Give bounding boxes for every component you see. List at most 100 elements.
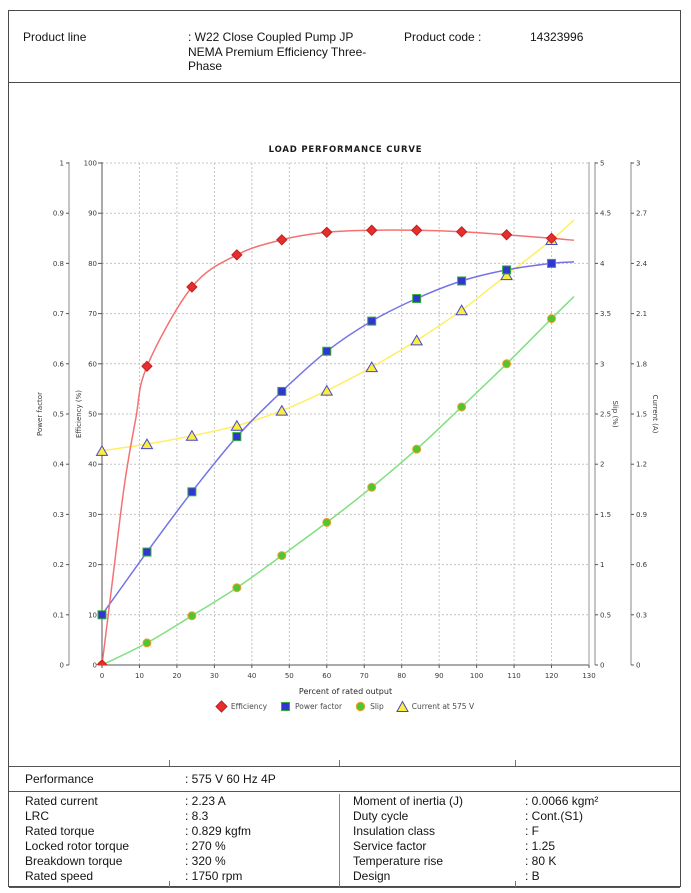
product-line-value: : W22 Close Coupled Pump JP NEMA Premium… — [188, 30, 367, 73]
chart-legend: Efficiency Power factor Slip Current at … — [9, 700, 680, 713]
svg-text:0.9: 0.9 — [53, 210, 64, 218]
svg-text:1: 1 — [60, 160, 64, 168]
svg-text:Slip (%): Slip (%) — [611, 400, 619, 427]
spec-row-locked-rotor-torque: Locked rotor torque: 270 % — [25, 839, 226, 853]
svg-text:0: 0 — [636, 662, 640, 670]
svg-text:0.3: 0.3 — [636, 611, 647, 619]
slip-circle-icon — [355, 701, 366, 712]
spec-row-moment-of-inertia: Moment of inertia (J): 0.0066 kgm² — [353, 794, 599, 808]
svg-text:0.8: 0.8 — [53, 260, 64, 268]
svg-text:30: 30 — [210, 672, 219, 680]
legend-label-slip: Slip — [370, 702, 384, 711]
svg-text:3.5: 3.5 — [600, 310, 611, 318]
svg-text:70: 70 — [360, 672, 369, 680]
table-top-ticks — [9, 760, 680, 766]
slip-axis: 0 0.5 1 1.5 2 2.5 3 3.5 4 4.5 5 Slip (%) — [594, 160, 619, 670]
legend-label-efficiency: Efficiency — [230, 702, 268, 711]
slip-line — [101, 295, 575, 665]
svg-text:0.7: 0.7 — [53, 310, 64, 318]
power_factor-axis: 0 0.1 0.2 0.3 0.4 0.5 0.6 0.7 0.8 0.9 1 Power facto… — [36, 160, 70, 670]
svg-text:100: 100 — [84, 160, 97, 168]
spec-row-duty-cycle: Duty cycle: Cont.(S1) — [353, 809, 584, 823]
spec-row-rated-torque: Rated torque: 0.829 kgfm — [25, 824, 252, 838]
efficiency-diamond-icon — [215, 700, 228, 713]
svg-text:50: 50 — [88, 411, 97, 419]
performance-header-row: Performance : 575 V 60 Hz 4P — [9, 766, 680, 792]
svg-text:5: 5 — [600, 160, 604, 168]
power-factor-markers — [97, 258, 557, 620]
sheet-border: Product line : W22 Close Coupled Pump JP… — [8, 10, 681, 888]
current-axis: 0 0.3 0.6 0.9 1.2 1.5 1.8 2.1 2.4 2.7 3 Current (A) — [630, 160, 659, 670]
gridlines — [102, 162, 589, 665]
efficiency-line — [101, 229, 575, 665]
svg-text:20: 20 — [88, 561, 97, 569]
svg-text:Power factor: Power factor — [36, 392, 44, 436]
legend-item-efficiency: Efficiency — [215, 700, 267, 713]
svg-text:110: 110 — [507, 672, 520, 680]
svg-text:0.2: 0.2 — [53, 561, 64, 569]
spec-row-lrc: LRC: 8.3 — [25, 809, 209, 823]
svg-text:90: 90 — [435, 672, 444, 680]
svg-text:2.4: 2.4 — [636, 260, 648, 268]
svg-text:0: 0 — [93, 662, 97, 670]
svg-text:10: 10 — [88, 611, 97, 619]
svg-text:0: 0 — [60, 662, 64, 670]
svg-text:0.1: 0.1 — [53, 611, 64, 619]
svg-text:0.4: 0.4 — [53, 461, 65, 469]
svg-text:80: 80 — [397, 672, 406, 680]
svg-text:30: 30 — [88, 511, 97, 519]
svg-text:90: 90 — [88, 210, 97, 218]
svg-text:0.5: 0.5 — [600, 611, 611, 619]
performance-label: Performance — [25, 772, 94, 786]
load-performance-chart: 0 10 20 30 40 50 60 70 80 90 100 110 120 130 Percent o… — [9, 83, 680, 760]
svg-text:60: 60 — [88, 360, 97, 368]
performance-table: Performance : 575 V 60 Hz 4P Rated curre… — [9, 760, 680, 888]
svg-text:60: 60 — [322, 672, 331, 680]
spec-row-rated-current: Rated current: 2.23 A — [25, 794, 226, 808]
efficiency-axis: 0 10 20 30 40 50 60 70 80 90 100 Efficiency (%) — [75, 160, 102, 670]
svg-text:50: 50 — [285, 672, 294, 680]
svg-text:0.6: 0.6 — [53, 360, 65, 368]
spec-table-left: Rated current: 2.23 A LRC: 8.3 Rated tor… — [9, 794, 339, 884]
spec-table: Rated current: 2.23 A LRC: 8.3 Rated tor… — [9, 792, 680, 888]
spec-row-breakdown-torque: Breakdown torque: 320 % — [25, 854, 226, 868]
svg-text:120: 120 — [545, 672, 558, 680]
product-code-value: 14323996 — [530, 30, 584, 44]
svg-text:1: 1 — [600, 561, 604, 569]
svg-text:0.6: 0.6 — [636, 561, 648, 569]
svg-text:80: 80 — [88, 260, 97, 268]
svg-text:10: 10 — [135, 672, 144, 680]
svg-text:20: 20 — [172, 672, 181, 680]
efficiency-markers — [96, 224, 558, 665]
legend-label-current: Current at 575 V — [411, 702, 475, 711]
svg-text:4.5: 4.5 — [600, 210, 611, 218]
spec-row-design: Design: B — [353, 869, 540, 883]
svg-text:2.5: 2.5 — [600, 411, 611, 419]
header: Product line : W22 Close Coupled Pump JP… — [9, 11, 680, 83]
legend-label-power-factor: Power factor — [295, 702, 343, 711]
spec-row-insulation-class: Insulation class: F — [353, 824, 539, 838]
legend-item-slip: Slip — [354, 700, 384, 713]
svg-text:0: 0 — [100, 672, 104, 680]
spec-row-rated-speed: Rated speed: 1750 rpm — [25, 869, 243, 883]
product-code-label: Product code : — [404, 30, 482, 44]
svg-text:40: 40 — [88, 461, 97, 469]
chart-title: LOAD PERFORMANCE CURVE — [269, 145, 423, 155]
product-line-label: Product line — [23, 30, 87, 44]
svg-text:4: 4 — [600, 260, 605, 268]
spec-row-temperature-rise: Temperature rise: 80 K — [353, 854, 557, 868]
series-group — [95, 219, 575, 665]
svg-text:100: 100 — [470, 672, 483, 680]
svg-text:0: 0 — [600, 662, 604, 670]
svg-text:2.7: 2.7 — [636, 210, 647, 218]
legend-item-power-factor: Power factor — [279, 700, 342, 713]
svg-text:1.5: 1.5 — [600, 511, 611, 519]
power-factor-square-icon — [281, 702, 291, 711]
svg-text:Efficiency (%): Efficiency (%) — [75, 390, 83, 438]
svg-text:0.3: 0.3 — [53, 511, 64, 519]
current-at-575-v-line — [101, 219, 575, 452]
svg-text:2.1: 2.1 — [636, 310, 647, 318]
svg-text:40: 40 — [247, 672, 256, 680]
